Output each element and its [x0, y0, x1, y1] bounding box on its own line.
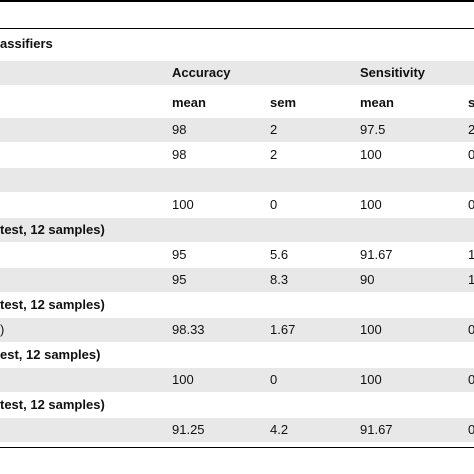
table-row: assifiers — [0, 32, 474, 56]
table-cell: 0 — [270, 372, 278, 387]
table-cell: 5.6 — [270, 247, 289, 262]
table-cell: Accuracy — [172, 65, 231, 80]
table-row: mean sem mean s — [0, 91, 474, 115]
table-cell: mean — [360, 95, 394, 110]
table-row: 100 0 100 0 — [0, 193, 474, 217]
table-cell: 98.33 — [172, 322, 205, 337]
table-row: 95 5.6 91.67 1 — [0, 243, 474, 267]
table-cell: sem — [270, 95, 297, 110]
table-cell: 97.5 — [360, 122, 386, 137]
table-cell: 100 — [360, 197, 382, 212]
table-cell: 2 — [468, 122, 474, 137]
table-cell: 100 — [360, 147, 382, 162]
table-cell: Sensitivity — [360, 65, 426, 80]
table-cell: 1 — [468, 247, 474, 262]
table-row — [0, 168, 474, 192]
table-cell: 0 — [468, 147, 474, 162]
table-cell: 0 — [468, 322, 474, 337]
table-row: est, 12 samples) — [0, 343, 474, 367]
bottom-rule — [0, 447, 474, 448]
table-cell: 98 — [172, 147, 187, 162]
table-cell: 100 — [360, 322, 382, 337]
table-row: 98 2 97.5 2 — [0, 118, 474, 142]
table-cell: 95 — [172, 247, 187, 262]
table-cell: 4.2 — [270, 422, 289, 437]
table-row: 98 2 100 0 — [0, 143, 474, 167]
table-cell: 91.67 — [360, 422, 393, 437]
table-cell: mean — [172, 95, 206, 110]
table-cell: s — [468, 95, 474, 110]
table-cell: 91.25 — [172, 422, 205, 437]
table-row: Accuracy Sensitivity — [0, 61, 474, 85]
table-row: 95 8.3 90 1 — [0, 268, 474, 292]
row-label: assifiers — [0, 36, 53, 51]
table-cell: 2 — [270, 122, 278, 137]
row-label: test, 12 samples) — [0, 222, 105, 237]
table-cell: 91.67 — [360, 247, 393, 262]
table-row: 100 0 100 0 — [0, 368, 474, 392]
table-cell: 100 — [172, 372, 194, 387]
table-cell: 0 — [468, 372, 474, 387]
table-cell: 2 — [270, 147, 278, 162]
table-cell: 0 — [468, 422, 474, 437]
table-cell: 90 — [360, 272, 375, 287]
table-row: test, 12 samples) — [0, 218, 474, 242]
table-cell: 1.67 — [270, 322, 296, 337]
row-label: test, 12 samples) — [0, 297, 105, 312]
table-cell: 8.3 — [270, 272, 289, 287]
table-row: test, 12 samples) — [0, 293, 474, 317]
table-cell: 0 — [468, 197, 474, 212]
table-row: ) 98.33 1.67 100 0 — [0, 318, 474, 342]
table-cell: 100 — [360, 372, 382, 387]
table-cell: 98 — [172, 122, 187, 137]
table-row: 91.25 4.2 91.67 0 — [0, 418, 474, 442]
row-label: est, 12 samples) — [0, 347, 101, 362]
table-cell: 0 — [270, 197, 278, 212]
header-rule — [0, 28, 474, 29]
table-cell: 95 — [172, 272, 187, 287]
row-label: ) — [0, 322, 5, 337]
top-rule — [0, 0, 474, 2]
table-row: test, 12 samples) — [0, 393, 474, 417]
row-label: test, 12 samples) — [0, 397, 105, 412]
table-cell: 1 — [468, 272, 474, 287]
table-cell: 100 — [172, 197, 194, 212]
